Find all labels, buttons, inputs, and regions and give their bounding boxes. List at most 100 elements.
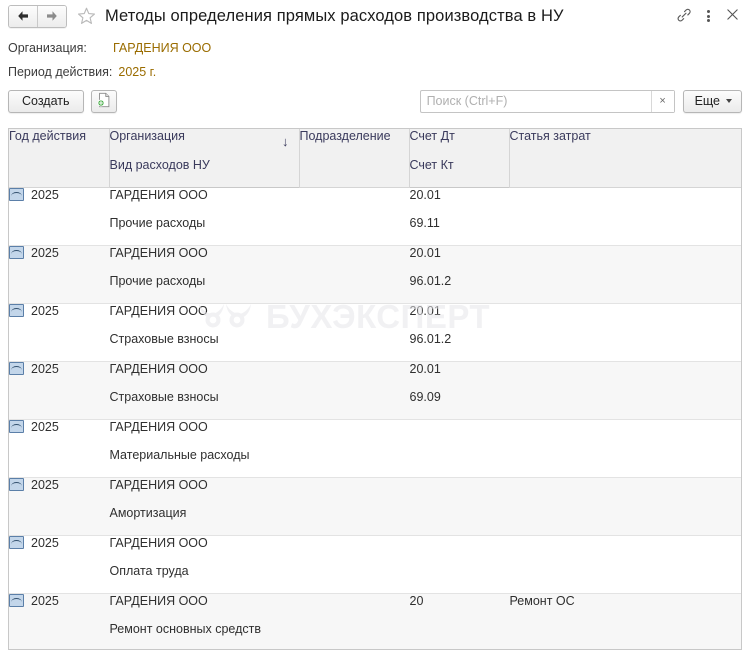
period-label: Период действия: bbox=[8, 65, 113, 79]
table-row[interactable]: 2025 ГАРДЕНИЯ ООО 20 Ремонт ОС bbox=[9, 593, 741, 622]
cell-subdivision-empty bbox=[299, 506, 409, 536]
column-header-expense-type[interactable]: Вид расходов НУ bbox=[109, 158, 300, 188]
cell-subdivision-empty bbox=[299, 216, 409, 246]
cell-subdivision bbox=[299, 419, 409, 448]
cell-cost-item-empty bbox=[509, 622, 741, 649]
back-button[interactable] bbox=[9, 5, 37, 27]
command-bar: Создать × Еще bbox=[0, 84, 750, 118]
column-header-year[interactable]: Год действия bbox=[9, 129, 110, 188]
cell-account-dt bbox=[409, 419, 509, 448]
cell-account-kt bbox=[409, 506, 509, 536]
cell-account-dt: 20.01 bbox=[409, 303, 509, 332]
register-record-icon bbox=[9, 246, 24, 259]
more-menu-button[interactable] bbox=[696, 4, 720, 28]
search-input[interactable] bbox=[420, 90, 651, 112]
cell-year-empty bbox=[9, 564, 109, 594]
cell-year-value: 2025 bbox=[31, 593, 59, 608]
table-row[interactable]: Оплата труда bbox=[9, 564, 741, 594]
cell-account-kt: 69.09 bbox=[409, 390, 509, 420]
search-box[interactable]: × bbox=[419, 89, 675, 113]
table-body: 2025 ГАРДЕНИЯ ООО 20.01 Прочие расходы 69.11… bbox=[9, 187, 741, 649]
cell-year: 2025 bbox=[9, 303, 109, 332]
search-clear-button[interactable]: × bbox=[650, 90, 674, 112]
table-row[interactable]: 2025 ГАРДЕНИЯ ООО bbox=[9, 419, 741, 448]
link-icon bbox=[676, 7, 692, 26]
period-field-row: Период действия: 2025 г. bbox=[8, 60, 750, 84]
column-header-cost-item[interactable]: Статья затрат bbox=[509, 129, 741, 188]
register-record-icon bbox=[9, 478, 24, 491]
cell-account-dt: 20 bbox=[409, 593, 509, 622]
table-row[interactable]: Страховые взносы 96.01.2 bbox=[9, 332, 741, 362]
table-row[interactable]: 2025 ГАРДЕНИЯ ООО 20.01 bbox=[9, 245, 741, 274]
cell-cost-item-empty bbox=[509, 448, 741, 478]
column-header-organization[interactable]: Организация ↓ bbox=[109, 129, 300, 158]
table-row[interactable]: Прочие расходы 96.01.2 bbox=[9, 274, 741, 304]
cell-expense-type: Амортизация bbox=[109, 506, 299, 536]
table-row[interactable]: 2025 ГАРДЕНИЯ ООО 20.01 bbox=[9, 303, 741, 332]
table-row[interactable]: 2025 ГАРДЕНИЯ ООО bbox=[9, 477, 741, 506]
more-actions-button[interactable]: Еще bbox=[682, 89, 742, 113]
cell-cost-item bbox=[509, 245, 741, 274]
cell-organization: ГАРДЕНИЯ ООО bbox=[109, 419, 299, 448]
column-header-account-kt[interactable]: Счет Кт bbox=[409, 158, 510, 188]
arrow-left-icon bbox=[16, 10, 30, 22]
table-row[interactable]: 2025 ГАРДЕНИЯ ООО 20.01 bbox=[9, 187, 741, 216]
register-record-icon bbox=[9, 420, 24, 433]
cell-cost-item bbox=[509, 419, 741, 448]
cell-account-kt bbox=[409, 564, 509, 594]
register-record-icon bbox=[9, 304, 24, 317]
cell-account-kt: 96.01.2 bbox=[409, 332, 509, 362]
copy-link-button[interactable] bbox=[672, 4, 696, 28]
table-row[interactable]: Ремонт основных средств bbox=[9, 622, 741, 649]
table-row[interactable]: 2025 ГАРДЕНИЯ ООО bbox=[9, 535, 741, 564]
table-row[interactable]: Амортизация bbox=[9, 506, 741, 536]
cell-cost-item: Ремонт ОС bbox=[509, 593, 741, 622]
table-row[interactable]: Страховые взносы 69.09 bbox=[9, 390, 741, 420]
records-table-container[interactable]: Год действия Организация ↓ Подразделение… bbox=[8, 128, 742, 650]
register-record-icon bbox=[9, 594, 24, 607]
cell-year-empty bbox=[9, 332, 109, 362]
cell-expense-type: Страховые взносы bbox=[109, 390, 299, 420]
period-value[interactable]: 2025 г. bbox=[118, 65, 157, 79]
table-row[interactable]: 2025 ГАРДЕНИЯ ООО 20.01 bbox=[9, 361, 741, 390]
cell-year: 2025 bbox=[9, 361, 109, 390]
cell-year-value: 2025 bbox=[31, 303, 59, 318]
organization-value[interactable]: ГАРДЕНИЯ ООО bbox=[113, 41, 212, 55]
cell-cost-item-empty bbox=[509, 506, 741, 536]
sort-descending-icon: ↓ bbox=[282, 134, 289, 149]
column-header-subdivision[interactable]: Подразделение bbox=[299, 129, 410, 188]
column-header-account-dt[interactable]: Счет Дт bbox=[409, 129, 510, 158]
cell-year-value: 2025 bbox=[31, 361, 59, 376]
cell-organization: ГАРДЕНИЯ ООО bbox=[109, 303, 299, 332]
cell-subdivision-empty bbox=[299, 274, 409, 304]
cell-organization: ГАРДЕНИЯ ООО bbox=[109, 361, 299, 390]
cell-year: 2025 bbox=[9, 245, 109, 274]
cell-subdivision bbox=[299, 245, 409, 274]
organization-field-row: Организация: ГАРДЕНИЯ ООО bbox=[8, 36, 750, 60]
table-header: Год действия Организация ↓ Подразделение… bbox=[9, 129, 741, 188]
table-row[interactable]: Материальные расходы bbox=[9, 448, 741, 478]
cell-expense-type: Ремонт основных средств bbox=[109, 622, 299, 649]
favorite-star-icon[interactable] bbox=[76, 6, 96, 26]
create-button[interactable]: Создать bbox=[8, 89, 84, 113]
cell-subdivision bbox=[299, 593, 409, 622]
table-row[interactable]: Прочие расходы 69.11 bbox=[9, 216, 741, 246]
cell-cost-item-empty bbox=[509, 216, 741, 246]
create-copy-button[interactable] bbox=[90, 89, 117, 113]
column-header-organization-label: Организация bbox=[109, 129, 185, 143]
cell-year-empty bbox=[9, 390, 109, 420]
cell-year-value: 2025 bbox=[31, 245, 59, 260]
cell-expense-type: Прочие расходы bbox=[109, 274, 299, 304]
cell-expense-type: Прочие расходы bbox=[109, 216, 299, 246]
forward-button[interactable] bbox=[37, 5, 66, 27]
cell-year-empty bbox=[9, 448, 109, 478]
cell-account-dt: 20.01 bbox=[409, 245, 509, 274]
cell-year-value: 2025 bbox=[31, 477, 59, 492]
register-record-icon bbox=[9, 188, 24, 201]
cell-cost-item-empty bbox=[509, 564, 741, 594]
cell-account-dt bbox=[409, 535, 509, 564]
cell-subdivision-empty bbox=[299, 448, 409, 478]
close-window-button[interactable] bbox=[720, 4, 744, 28]
cell-subdivision bbox=[299, 535, 409, 564]
cell-year-value: 2025 bbox=[31, 187, 59, 202]
